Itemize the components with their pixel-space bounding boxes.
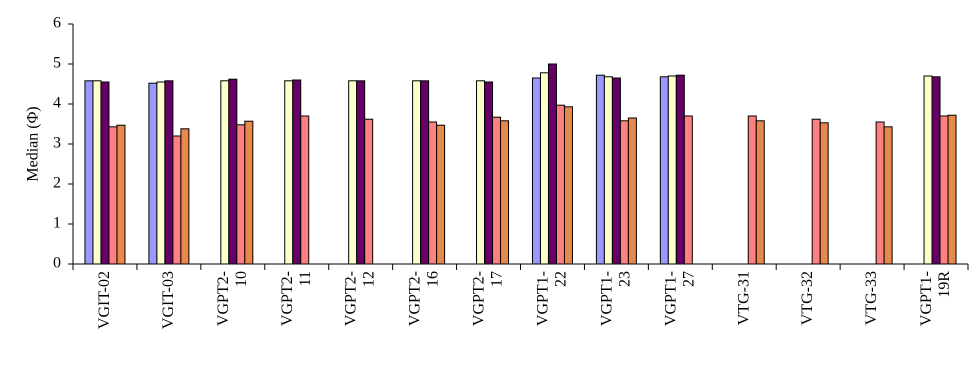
bar <box>172 135 182 265</box>
bar <box>292 79 302 265</box>
bar <box>755 120 765 265</box>
bar <box>244 120 254 265</box>
bar <box>531 77 541 265</box>
bar <box>164 80 174 265</box>
bar <box>539 72 549 265</box>
x-tick-label: VTG-31 <box>735 271 753 326</box>
bar <box>92 80 102 265</box>
bar <box>659 76 669 265</box>
bar <box>603 76 613 265</box>
bar <box>364 118 374 265</box>
bar <box>420 80 430 265</box>
y-tick-label: 2 <box>53 175 61 192</box>
x-tick-label: VGPT2-12 <box>342 271 378 327</box>
x-tick-label: VGPT2-16 <box>406 271 442 327</box>
x-tick-label: VGIT-03 <box>159 271 177 330</box>
x-tick-label: VGPT1-22 <box>534 271 570 327</box>
bar <box>747 115 757 265</box>
bar <box>547 63 557 265</box>
bar <box>356 80 366 265</box>
bar <box>156 81 166 265</box>
bar <box>284 80 294 265</box>
bar <box>619 120 629 265</box>
bar <box>923 75 933 265</box>
bar <box>883 126 893 265</box>
bar <box>236 124 246 265</box>
x-tick-label: VTG-33 <box>863 271 881 326</box>
x-tick-label: VGPT1-19R <box>918 271 954 327</box>
bar <box>412 80 422 265</box>
bar <box>428 121 438 265</box>
bar <box>492 116 502 265</box>
x-tick-label: VGPT2-17 <box>470 271 506 327</box>
bar <box>476 80 486 265</box>
bar <box>555 104 565 265</box>
x-tick-label: VTG-32 <box>799 271 817 326</box>
bar <box>500 120 510 265</box>
y-axis-title: Median (Φ) <box>25 106 42 181</box>
bar <box>683 115 693 265</box>
bar <box>931 76 941 265</box>
bar <box>108 126 118 265</box>
y-tick-label: 0 <box>53 255 61 272</box>
bar <box>627 117 637 265</box>
bar <box>819 122 829 265</box>
bar <box>436 124 446 265</box>
bar <box>148 82 158 265</box>
x-tick-label: VGIT-02 <box>95 271 113 330</box>
bar <box>595 74 605 265</box>
x-tick-label: VGPT1-27 <box>662 271 698 327</box>
bar <box>348 80 358 265</box>
bar <box>667 75 677 265</box>
bar <box>875 121 885 265</box>
bar <box>100 81 110 265</box>
bar <box>675 74 685 265</box>
bar <box>180 128 190 265</box>
x-tick-label: VGPT2-10 <box>214 271 250 327</box>
bar <box>220 80 230 265</box>
y-tick-label: 6 <box>53 15 61 32</box>
bar <box>811 118 821 265</box>
bar <box>228 78 238 265</box>
y-tick-label: 1 <box>53 215 61 232</box>
x-tick-label: VGPT2-11 <box>278 271 314 327</box>
bar <box>300 115 310 265</box>
bar <box>939 115 949 265</box>
x-tick-label: VGPT1-23 <box>598 271 634 327</box>
bar <box>84 80 94 265</box>
bar <box>611 77 621 265</box>
bar <box>947 114 957 265</box>
y-tick-label: 5 <box>53 55 61 72</box>
y-tick-label: 3 <box>53 135 61 152</box>
bar <box>484 81 494 265</box>
y-tick-label: 4 <box>53 95 61 112</box>
bar <box>116 124 126 265</box>
bar <box>563 106 573 265</box>
